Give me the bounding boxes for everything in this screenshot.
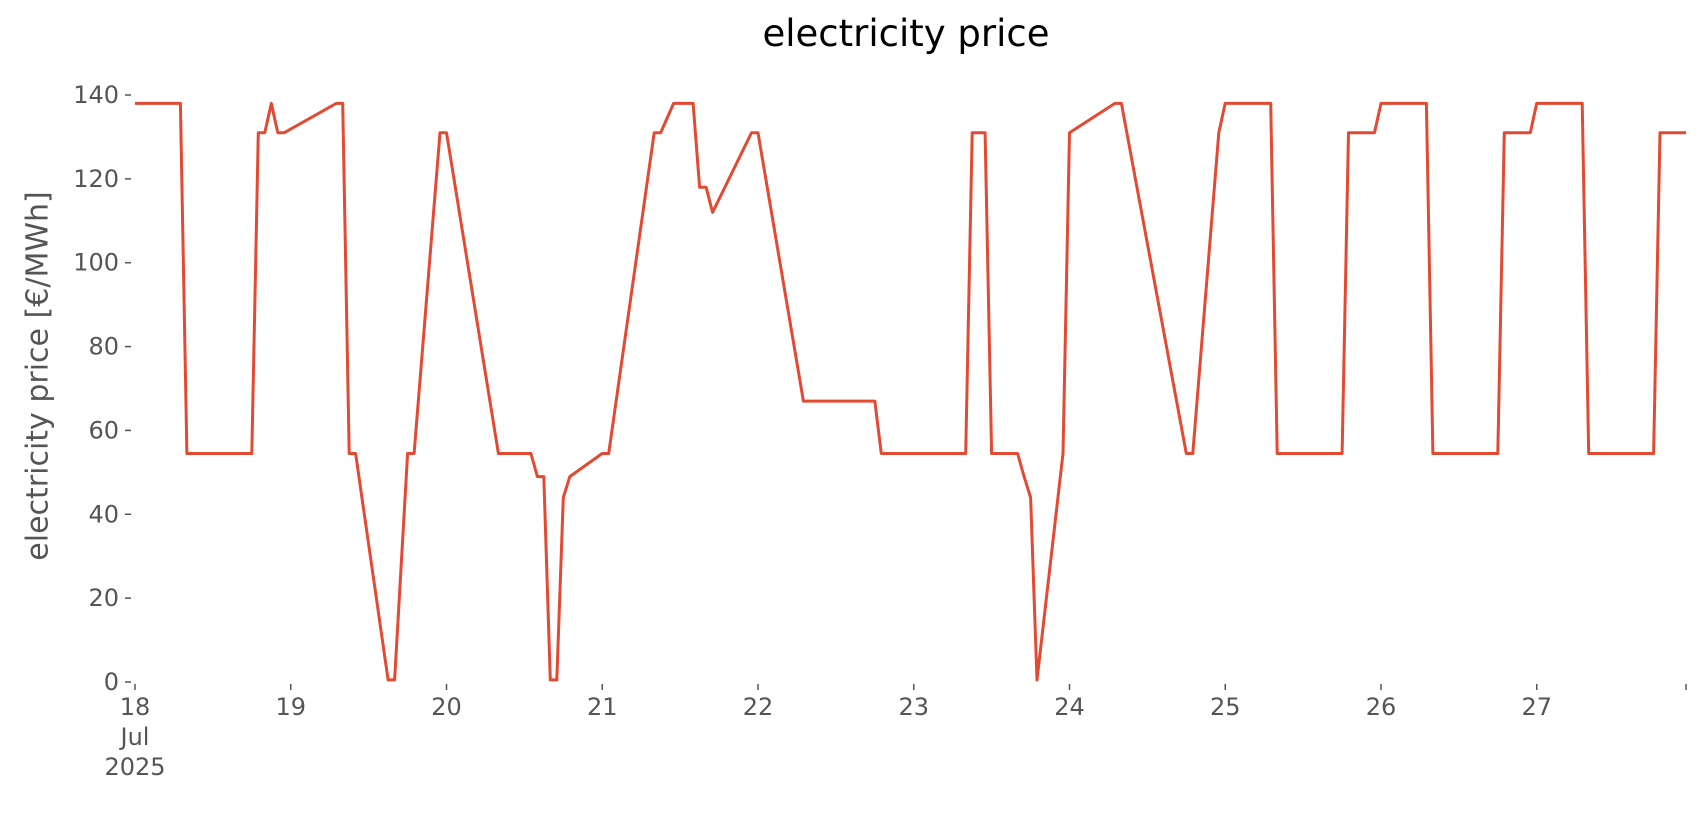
y-axis: 0 20 40 60 80 100 120 140 (73, 81, 131, 696)
y-tick-label: 20 (88, 584, 119, 612)
x-tick-label: 19 (275, 693, 306, 721)
x-tick-label: 27 (1521, 693, 1552, 721)
price-series-line (135, 101, 1686, 682)
x-tick-label: 26 (1366, 693, 1397, 721)
x-tick-label: 20 (431, 693, 462, 721)
x-tick-label: 25 (1210, 693, 1241, 721)
y-tick-label: 0 (104, 668, 119, 696)
x-tick-label: 24 (1054, 693, 1085, 721)
x-tick-label: 21 (587, 693, 618, 721)
x-tick-label: 22 (743, 693, 774, 721)
x-tick-label: 18 Jul 2025 (104, 693, 165, 781)
x-tick-label: 23 (898, 693, 929, 721)
series-layer (135, 101, 1686, 682)
chart-title: electricity price (762, 12, 1050, 55)
y-tick-label: 140 (73, 81, 119, 109)
y-tick-label: 80 (88, 333, 119, 361)
x-axis: 18 Jul 2025 19 20 21 22 23 24 25 26 27 (104, 684, 1687, 781)
y-tick-label: 120 (73, 165, 119, 193)
y-tick-label: 100 (73, 249, 119, 277)
y-tick-label: 40 (88, 500, 119, 528)
y-tick-label: 60 (88, 416, 119, 444)
